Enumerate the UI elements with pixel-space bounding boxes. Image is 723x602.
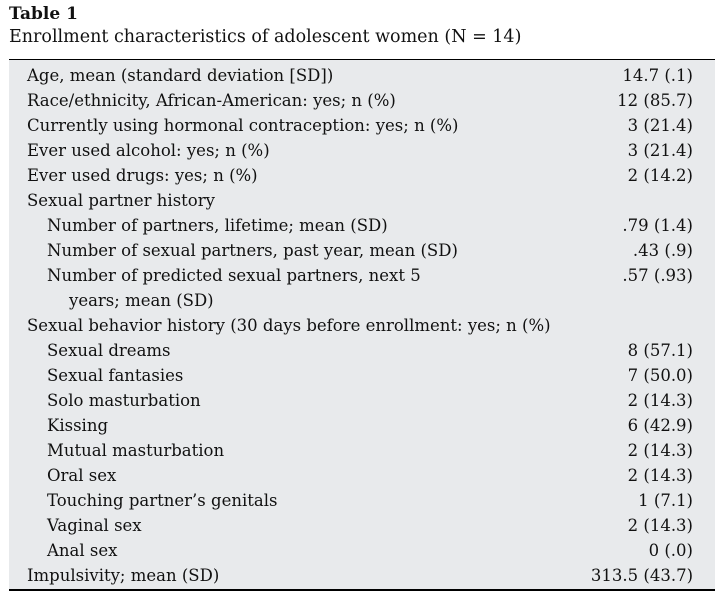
row-label: Currently using hormonal contraception: … bbox=[27, 116, 459, 135]
row-label: Sexual fantasies bbox=[47, 366, 184, 385]
row-label: Number of sexual partners, past year, me… bbox=[47, 241, 458, 260]
table-caption: Enrollment characteristics of adolescent… bbox=[9, 27, 522, 47]
table-row: Number of predicted sexual partners, nex… bbox=[9, 263, 715, 288]
table-row: Vaginal sex 2 (14.3) bbox=[9, 513, 715, 538]
row-label: Number of predicted sexual partners, nex… bbox=[47, 266, 421, 285]
row-value: 3 (21.4) bbox=[627, 141, 693, 160]
row-label: Age, mean (standard deviation [SD]) bbox=[27, 66, 334, 85]
table-row: Age, mean (standard deviation [SD]) 14.7… bbox=[9, 63, 715, 88]
section-label: Sexual partner history bbox=[27, 191, 215, 210]
section-label: Sexual behavior history (30 days before … bbox=[27, 316, 551, 335]
row-label: Number of partners, lifetime; mean (SD) bbox=[47, 216, 388, 235]
row-value: .43 (.9) bbox=[632, 241, 693, 260]
table-row: Kissing 6 (42.9) bbox=[9, 413, 715, 438]
row-value: .79 (1.4) bbox=[622, 216, 693, 235]
table-row: Mutual masturbation 2 (14.3) bbox=[9, 438, 715, 463]
row-value: 313.5 (43.7) bbox=[590, 566, 693, 585]
row-label: Mutual masturbation bbox=[47, 441, 225, 460]
row-label: Ever used alcohol: yes; n (%) bbox=[27, 141, 270, 160]
table-row: Oral sex 2 (14.3) bbox=[9, 463, 715, 488]
table-row: Number of sexual partners, past year, me… bbox=[9, 238, 715, 263]
section-header-row: Sexual behavior history (30 days before … bbox=[9, 313, 715, 338]
enrollment-table: Age, mean (standard deviation [SD]) 14.7… bbox=[9, 59, 715, 591]
table-number: Table 1 bbox=[9, 4, 78, 24]
section-header-row: Sexual partner history bbox=[9, 188, 715, 213]
table-row: Currently using hormonal contraception: … bbox=[9, 113, 715, 138]
row-label: Race/ethnicity, African-American: yes; n… bbox=[27, 91, 396, 110]
row-value: 2 (14.3) bbox=[627, 441, 693, 460]
row-label: Sexual dreams bbox=[47, 341, 171, 360]
row-value: 12 (85.7) bbox=[617, 91, 693, 110]
table-row-continuation: years; mean (SD) bbox=[9, 288, 715, 313]
table-row: Ever used alcohol: yes; n (%) 3 (21.4) bbox=[9, 138, 715, 163]
row-value: 8 (57.1) bbox=[627, 341, 693, 360]
row-label: Oral sex bbox=[47, 466, 117, 485]
row-value: 3 (21.4) bbox=[627, 116, 693, 135]
row-value: 7 (50.0) bbox=[627, 366, 693, 385]
row-label: Touching partner’s genitals bbox=[47, 491, 278, 510]
row-value: 2 (14.3) bbox=[627, 516, 693, 535]
table-row: Solo masturbation 2 (14.3) bbox=[9, 388, 715, 413]
row-value: 2 (14.2) bbox=[627, 166, 693, 185]
row-value: .57 (.93) bbox=[622, 266, 693, 285]
row-value: 6 (42.9) bbox=[627, 416, 693, 435]
row-label: Impulsivity; mean (SD) bbox=[27, 566, 220, 585]
row-label: Ever used drugs: yes; n (%) bbox=[27, 166, 258, 185]
row-label: Vaginal sex bbox=[47, 516, 142, 535]
row-label-continuation: years; mean (SD) bbox=[69, 291, 214, 310]
row-value: 2 (14.3) bbox=[627, 391, 693, 410]
table-row: Sexual fantasies 7 (50.0) bbox=[9, 363, 715, 388]
table-row: Impulsivity; mean (SD) 313.5 (43.7) bbox=[9, 563, 715, 588]
table-row: Race/ethnicity, African-American: yes; n… bbox=[9, 88, 715, 113]
table-row: Anal sex 0 (.0) bbox=[9, 538, 715, 563]
row-label: Kissing bbox=[47, 416, 109, 435]
row-value: 2 (14.3) bbox=[627, 466, 693, 485]
table-row: Sexual dreams 8 (57.1) bbox=[9, 338, 715, 363]
row-label: Anal sex bbox=[47, 541, 118, 560]
table-row: Number of partners, lifetime; mean (SD) … bbox=[9, 213, 715, 238]
row-value: 14.7 (.1) bbox=[622, 66, 693, 85]
table-row: Touching partner’s genitals 1 (7.1) bbox=[9, 488, 715, 513]
row-label: Solo masturbation bbox=[47, 391, 201, 410]
row-value: 0 (.0) bbox=[648, 541, 693, 560]
row-value: 1 (7.1) bbox=[638, 491, 693, 510]
table-row: Ever used drugs: yes; n (%) 2 (14.2) bbox=[9, 163, 715, 188]
